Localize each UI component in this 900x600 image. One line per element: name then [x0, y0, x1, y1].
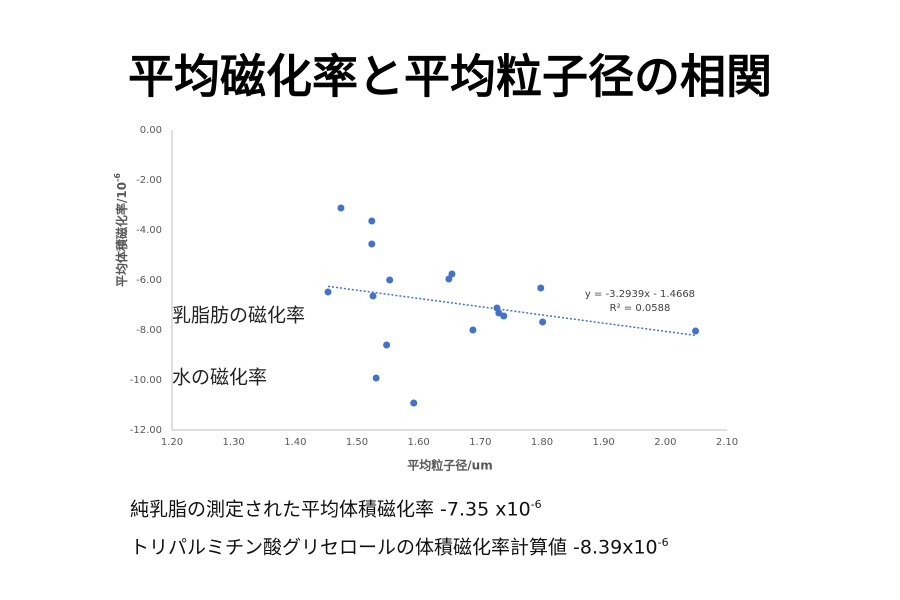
x-tick-label: 1.20 [161, 437, 183, 448]
y-tick-label: -8.00 [136, 325, 162, 336]
y-tick-label: -6.00 [136, 275, 162, 286]
trendline-equation: y = -3.2939x - 1.4668 [585, 289, 695, 300]
point [369, 292, 377, 300]
point [448, 270, 456, 278]
y-axis-label-text: 平均体積磁化率/10 [114, 182, 129, 287]
y-axis-label-sup: -6 [113, 173, 122, 182]
annotation: 乳脂肪の磁化率 [172, 305, 305, 327]
y-tick-label: -12.00 [130, 425, 162, 436]
point [386, 276, 394, 284]
point [469, 326, 477, 334]
x-tick-label: 1.90 [593, 437, 615, 448]
point [337, 204, 345, 212]
point [500, 312, 508, 320]
x-tick-label: 1.70 [469, 437, 491, 448]
x-tick-label: 1.30 [223, 437, 245, 448]
note: 純乳脂の測定された平均体積磁化率 -7.35 x10-6 [130, 488, 669, 526]
note-sup: -6 [530, 498, 542, 511]
y-tick-label: -2.00 [136, 175, 162, 186]
note: トリパルミチン酸グリセロールの体積磁化率計算値 -8.39x10-6 [130, 526, 669, 564]
note-text: トリパルミチン酸グリセロールの体積磁化率計算値 -8.39x10 [130, 536, 658, 559]
note-sup: -6 [657, 536, 669, 550]
x-tick-label: 1.60 [408, 437, 430, 448]
x-tick-label: 2.00 [654, 437, 676, 448]
y-tick-label: -10.00 [130, 375, 162, 386]
chart-title: 平均磁化率と平均粒子径の相関 [128, 50, 772, 104]
trendline-r2: R² = 0.0588 [610, 303, 671, 314]
point [537, 284, 545, 292]
point [445, 275, 453, 283]
point [539, 318, 547, 326]
point [368, 217, 376, 225]
x-axis-label: 平均粒子径/um [407, 458, 492, 473]
x-tick-label: 1.40 [284, 437, 306, 448]
point [383, 341, 391, 349]
trendline [327, 285, 696, 337]
point [410, 399, 418, 407]
x-tick-label: 1.80 [531, 437, 553, 448]
y-tick-label: 0.00 [140, 125, 162, 136]
point [324, 288, 332, 296]
y-tick-label: -4.00 [136, 225, 162, 236]
point [368, 240, 376, 248]
annotation: 水の磁化率 [172, 367, 267, 389]
note-text: 純乳脂の測定された平均体積磁化率 -7.35 x10 [130, 498, 531, 521]
x-tick-label: 1.50 [346, 437, 368, 448]
point [372, 374, 380, 382]
y-axis-label: 平均体積磁化率/10-6 [113, 173, 129, 287]
point [692, 327, 700, 335]
notes: 純乳脂の測定された平均体積磁化率 -7.35 x10-6 トリパルミチン酸グリセ… [130, 488, 669, 565]
x-tick-label: 2.10 [716, 437, 738, 448]
